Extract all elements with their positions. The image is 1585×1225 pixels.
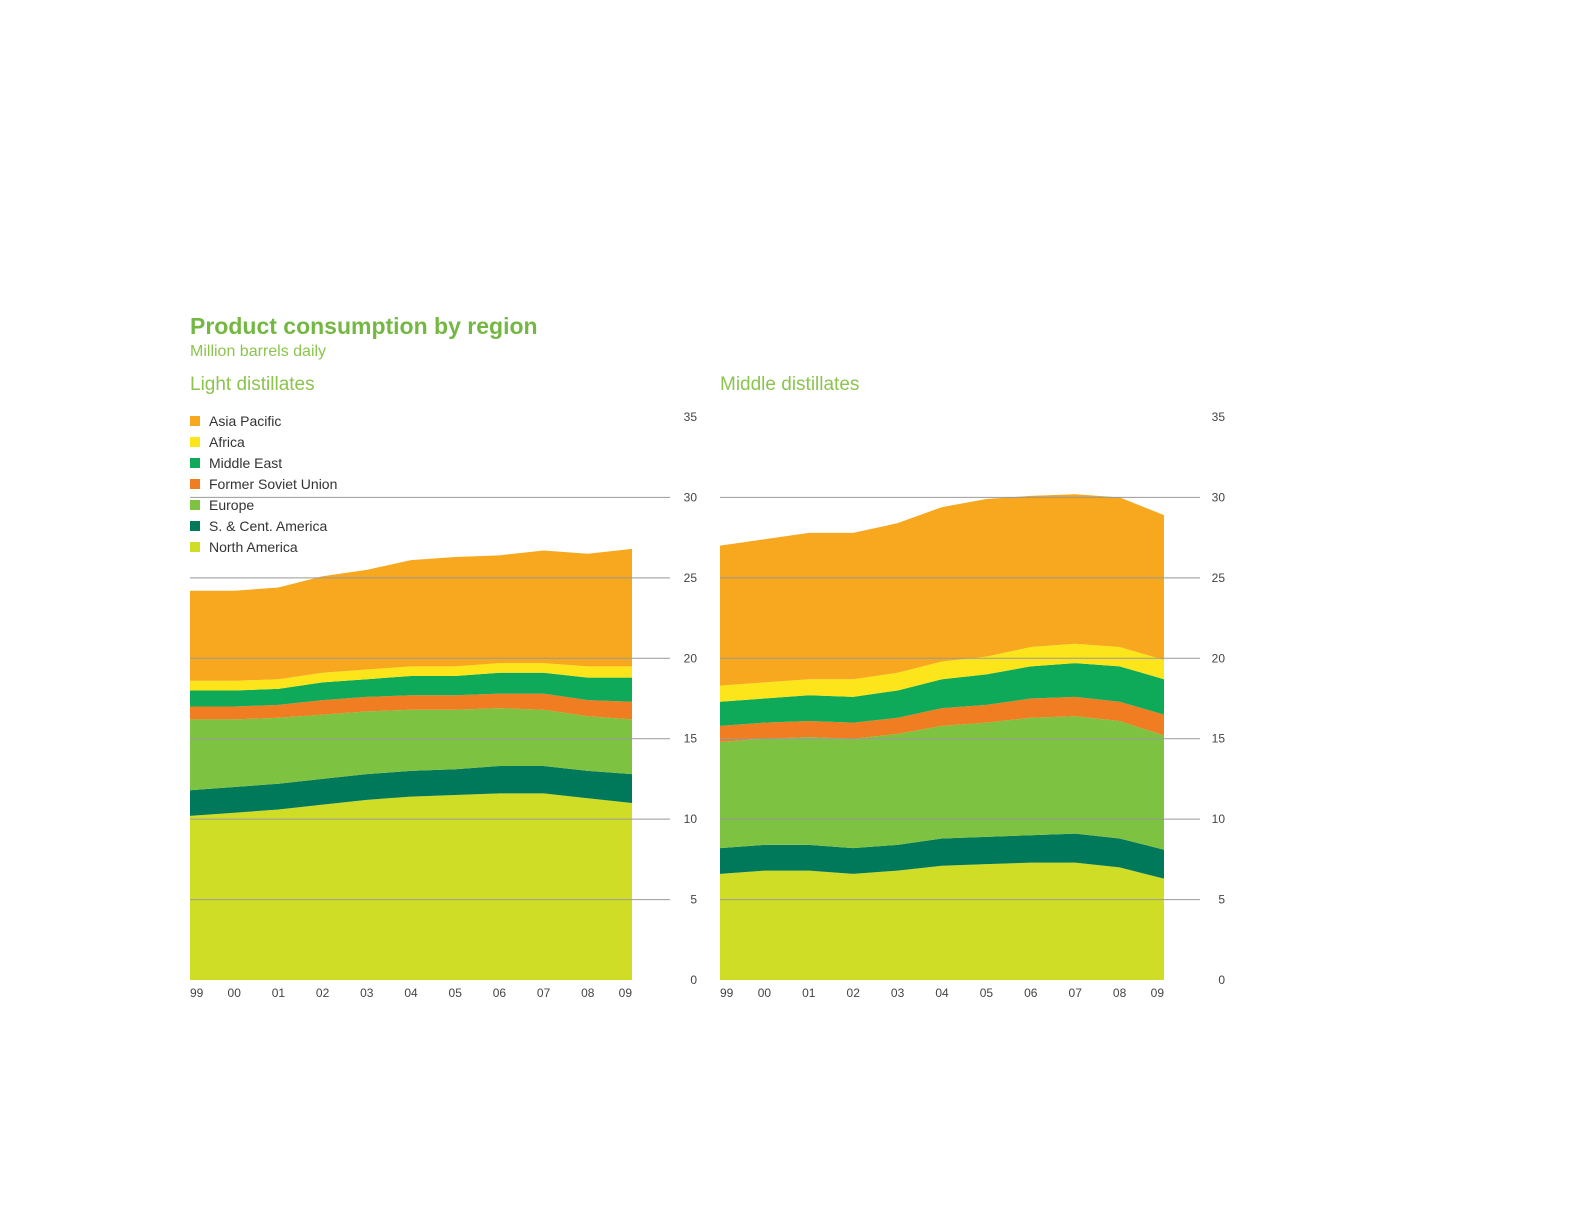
- legend-swatch-africa: [190, 437, 200, 447]
- x-tick-label: 03: [360, 986, 374, 1000]
- x-tick-label: 09: [1151, 986, 1165, 1000]
- x-tick-label: 06: [1024, 986, 1038, 1000]
- x-tick-label: 07: [1069, 986, 1083, 1000]
- y-tick-label: 35: [1212, 410, 1226, 424]
- legend-label-middle-east: Middle East: [209, 455, 282, 471]
- x-tick-label: 99: [720, 986, 734, 1000]
- area-asia-pacific: [190, 548, 632, 681]
- area-europe: [720, 716, 1164, 850]
- y-tick-label: 15: [1212, 732, 1226, 746]
- legend: Asia Pacific Africa Middle East Former Sovi…: [190, 413, 337, 555]
- legend-swatch-asia-pacific: [190, 416, 200, 426]
- x-tick-label: 07: [537, 986, 551, 1000]
- x-tick-label: 04: [404, 986, 418, 1000]
- y-tick-label: 35: [684, 410, 698, 424]
- area-s-cent-america: [720, 833, 1164, 879]
- legend-swatch-s-cent-america: [190, 521, 200, 531]
- y-tick-label: 10: [1212, 812, 1226, 826]
- area-s-cent-america: [190, 766, 632, 816]
- y-tick-label: 20: [1212, 651, 1226, 665]
- x-tick-label: 08: [581, 986, 595, 1000]
- y-tick-label: 25: [684, 571, 698, 585]
- y-tick-label: 5: [1218, 893, 1225, 907]
- legend-swatch-middle-east: [190, 458, 200, 468]
- x-tick-label: 04: [935, 986, 949, 1000]
- x-tick-label: 09: [619, 986, 633, 1000]
- area-former-soviet-union: [720, 696, 1164, 742]
- chart-subtitle: Million barrels daily: [190, 343, 327, 360]
- legend-swatch-former-soviet-union: [190, 479, 200, 489]
- x-tick-label: 02: [316, 986, 330, 1000]
- y-tick-label: 15: [684, 732, 698, 746]
- x-tick-label: 06: [493, 986, 507, 1000]
- x-tick-label: 03: [891, 986, 905, 1000]
- legend-label-north-america: North America: [209, 539, 298, 555]
- x-tick-label: 05: [980, 986, 994, 1000]
- x-tick-label: 01: [802, 986, 816, 1000]
- legend-label-asia-pacific: Asia Pacific: [209, 413, 281, 429]
- area-europe: [190, 708, 632, 791]
- panel-title-middle-distillates: Middle distillates: [720, 374, 860, 395]
- y-tick-label: 20: [684, 651, 698, 665]
- area-middle-east: [190, 672, 632, 707]
- y-tick-label: 30: [1212, 490, 1226, 504]
- area-middle-east: [720, 663, 1164, 726]
- y-tick-label: 0: [1218, 973, 1225, 987]
- legend-label-africa: Africa: [209, 434, 245, 450]
- x-tick-label: 99: [190, 986, 204, 1000]
- area-asia-pacific: [720, 494, 1164, 686]
- legend-label-former-soviet-union: Former Soviet Union: [209, 476, 337, 492]
- panel-title-light-distillates: Light distillates: [190, 374, 315, 395]
- y-tick-label: 0: [690, 973, 697, 987]
- y-tick-label: 5: [690, 893, 697, 907]
- x-tick-label: 00: [228, 986, 242, 1000]
- legend-label-europe: Europe: [209, 497, 254, 513]
- x-tick-label: 08: [1113, 986, 1127, 1000]
- y-tick-label: 30: [684, 490, 698, 504]
- x-tick-label: 01: [272, 986, 286, 1000]
- chart-title: Product consumption by region: [190, 313, 538, 339]
- y-tick-label: 25: [1212, 571, 1226, 585]
- legend-swatch-north-america: [190, 542, 200, 552]
- area-former-soviet-union: [190, 693, 632, 720]
- legend-label-s-cent-america: S. & Cent. America: [209, 518, 327, 534]
- area-africa: [190, 663, 632, 691]
- area-north-america: [720, 862, 1164, 980]
- area-north-america: [190, 793, 632, 980]
- x-tick-label: 05: [449, 986, 463, 1000]
- x-tick-label: 02: [847, 986, 861, 1000]
- y-tick-label: 10: [684, 812, 698, 826]
- x-tick-label: 00: [758, 986, 772, 1000]
- legend-swatch-europe: [190, 500, 200, 510]
